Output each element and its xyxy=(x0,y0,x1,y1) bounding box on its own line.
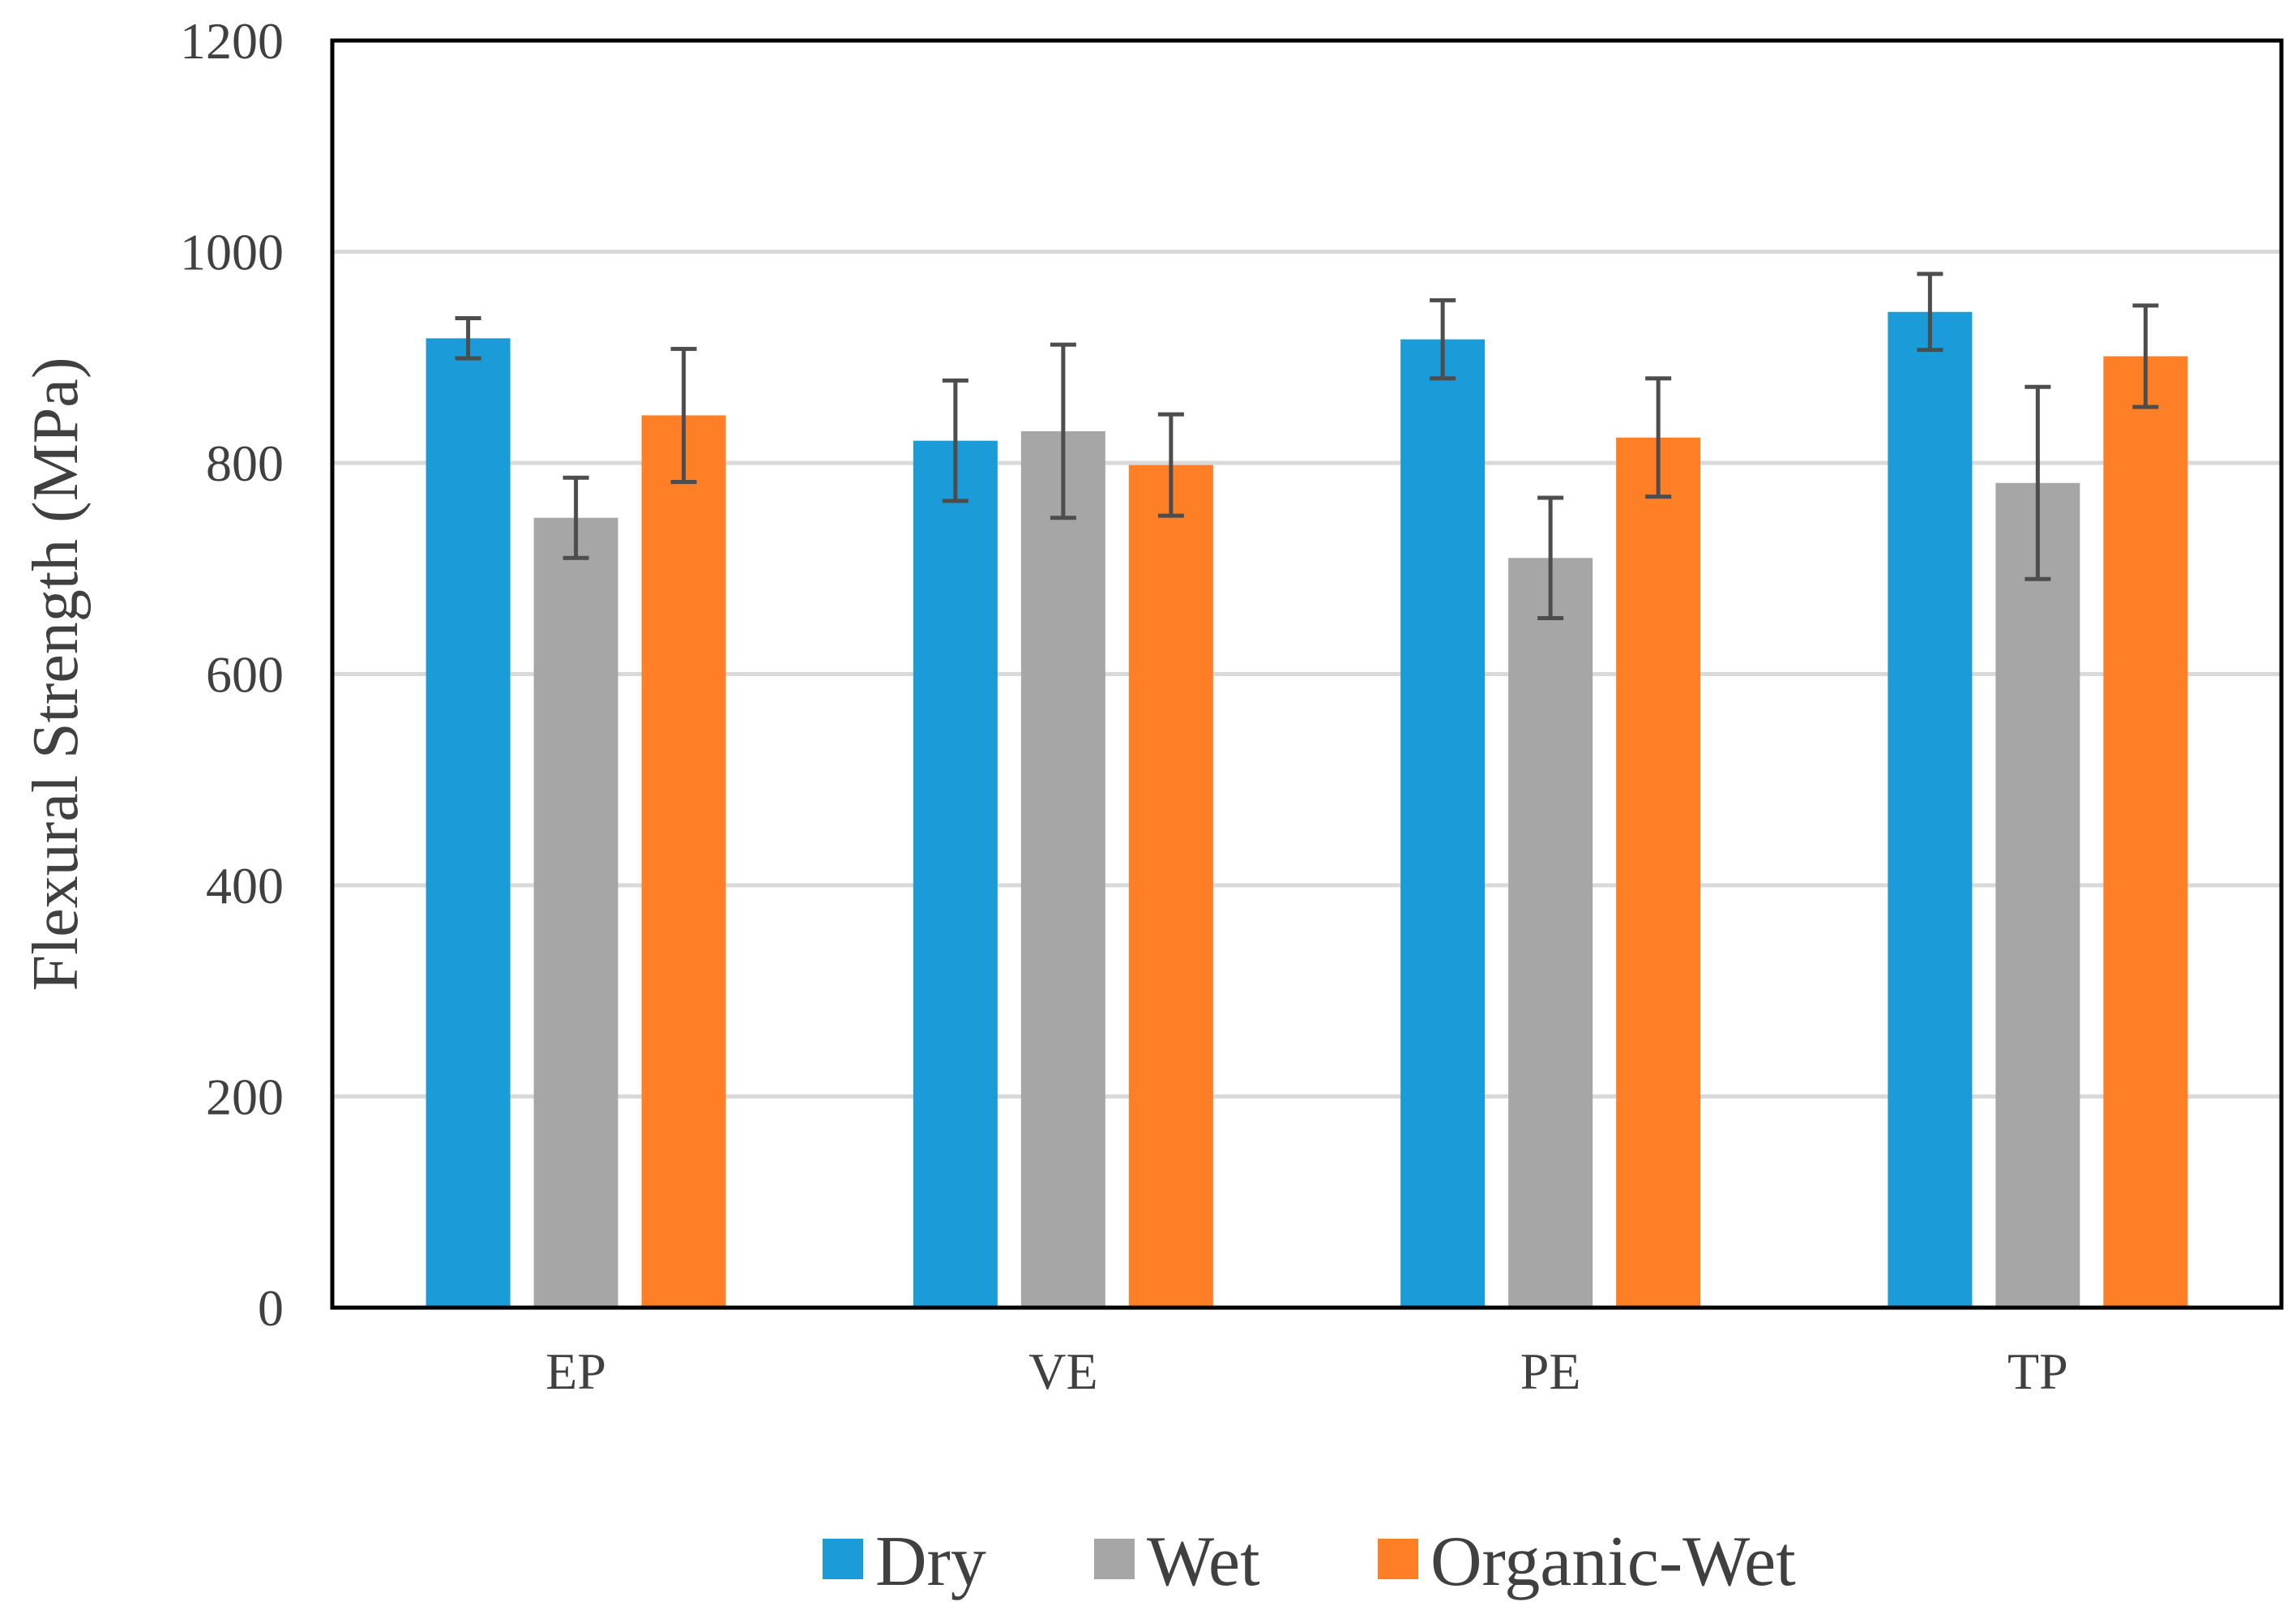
y-tick-label: 400 xyxy=(206,857,284,914)
error-bar-wet-tp xyxy=(2024,384,2051,581)
x-category-label: EP xyxy=(545,1343,606,1400)
y-axis-ticks: 0 200 400 600 800 1000 1200 xyxy=(180,12,284,1337)
error-bar-organic-wet-ve xyxy=(1157,412,1184,518)
legend: Dry Wet Organic-Wet xyxy=(823,1522,1796,1601)
bar-wet-ep xyxy=(533,517,618,1308)
y-tick-label: 1200 xyxy=(180,12,284,70)
legend-item-organic-wet: Organic-Wet xyxy=(1378,1522,1796,1601)
x-category-label: TP xyxy=(2007,1343,2068,1400)
error-bar-dry-pe xyxy=(1430,298,1456,381)
bar-organic-wet-tp xyxy=(2103,356,2188,1308)
legend-label: Wet xyxy=(1147,1522,1260,1601)
bar-organic-wet-ep xyxy=(641,415,726,1308)
bar-wet-ve xyxy=(1020,430,1105,1308)
x-category-label: PE xyxy=(1520,1343,1581,1400)
bar-dry-tp xyxy=(1888,311,1973,1308)
y-tick-label: 800 xyxy=(206,435,284,492)
bar-dry-pe xyxy=(1400,339,1486,1308)
gridlines xyxy=(332,250,2281,1098)
error-bar-organic-wet-ep xyxy=(670,346,697,484)
bar-wet-tp xyxy=(1995,482,2080,1308)
error-bar-dry-ep xyxy=(455,316,481,361)
bar-dry-ep xyxy=(425,338,511,1308)
bar-organic-wet-pe xyxy=(1616,437,1701,1308)
bar-wet-pe xyxy=(1508,558,1593,1308)
y-axis-title: Flexural Strength (MPa) xyxy=(20,357,92,991)
error-bar-dry-tp xyxy=(1917,272,1943,353)
legend-item-wet: Wet xyxy=(1094,1522,1260,1601)
error-bar-dry-ve xyxy=(942,378,968,503)
y-tick-label: 0 xyxy=(258,1279,284,1337)
error-bar-wet-ve xyxy=(1050,342,1076,520)
x-category-label: VE xyxy=(1028,1343,1097,1400)
y-tick-label: 1000 xyxy=(180,224,284,281)
bar-organic-wet-ve xyxy=(1128,465,1213,1308)
error-bar-organic-wet-pe xyxy=(1645,376,1672,499)
error-bars xyxy=(455,272,2159,620)
error-bar-organic-wet-tp xyxy=(2132,303,2159,409)
y-tick-label: 200 xyxy=(206,1068,284,1126)
legend-label: Organic-Wet xyxy=(1430,1522,1796,1601)
bar-dry-ve xyxy=(913,440,998,1308)
legend-swatch xyxy=(823,1539,863,1579)
error-bar-wet-pe xyxy=(1537,495,1564,620)
bars xyxy=(425,311,2188,1308)
legend-swatch xyxy=(1094,1539,1135,1579)
plot-frame xyxy=(330,38,2284,1310)
y-tick-label: 600 xyxy=(206,646,284,704)
legend-item-dry: Dry xyxy=(823,1522,986,1601)
x-axis-categories: EP VE PE TP xyxy=(545,1343,2067,1400)
error-bar-wet-ep xyxy=(562,475,589,560)
legend-label: Dry xyxy=(875,1522,986,1601)
legend-swatch xyxy=(1378,1539,1418,1579)
